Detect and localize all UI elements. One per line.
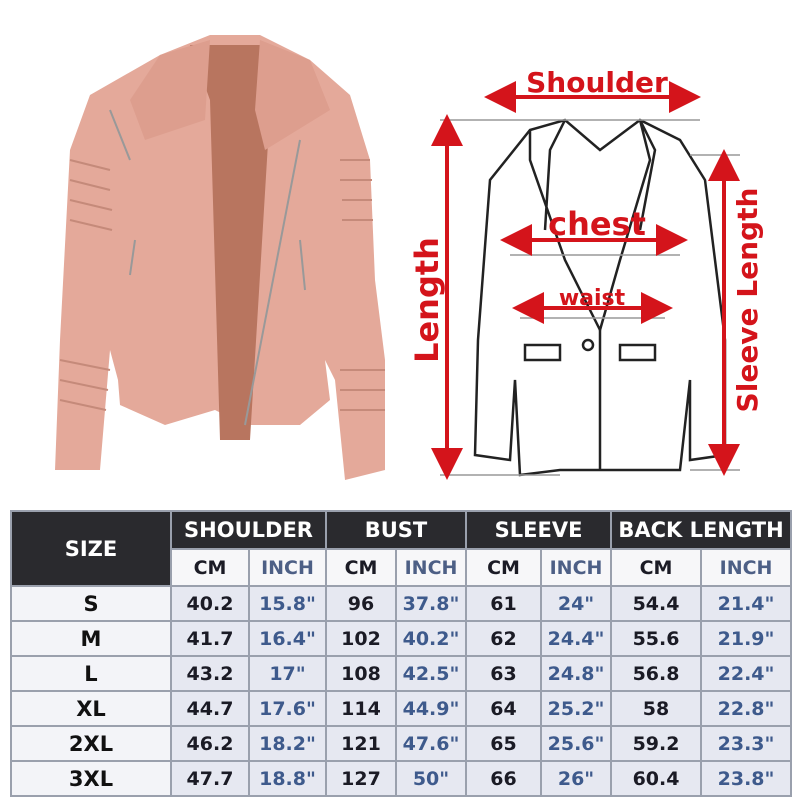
measure-cell: 121 <box>325 725 397 762</box>
measure-cell: 26" <box>540 760 613 797</box>
size-cell: L <box>10 655 172 692</box>
chest-label: chest <box>548 205 646 243</box>
measure-cell: 127 <box>325 760 397 797</box>
unit-header: CM <box>170 548 250 587</box>
group-header: BACK LENGTH <box>610 510 793 550</box>
group-header: SLEEVE <box>465 510 613 550</box>
shoulder-label: Shoulder <box>526 66 668 99</box>
measure-cell: 21.4" <box>700 585 793 622</box>
measure-cell: 23.3" <box>700 725 793 762</box>
measure-cell: 65 <box>465 725 543 762</box>
length-label: Length <box>408 237 446 363</box>
measure-cell: 47.7 <box>170 760 250 797</box>
size-cell: XL <box>10 690 172 727</box>
measure-cell: 102 <box>325 620 397 657</box>
size-row: M 41.7 16.4" 102 40.2" 62 24.4" 55.6 21.9" <box>10 620 793 657</box>
measure-cell: 16.4" <box>248 620 327 657</box>
measure-cell: 15.8" <box>248 585 327 622</box>
size-cell: 2XL <box>10 725 172 762</box>
measure-cell: 114 <box>325 690 397 727</box>
unit-header: INCH <box>540 548 613 587</box>
measure-cell: 56.8 <box>610 655 703 692</box>
size-cell: S <box>10 585 172 622</box>
size-row: S 40.2 15.8" 96 37.8" 61 24" 54.4 21.4" <box>10 585 793 622</box>
measure-cell: 50" <box>394 760 468 797</box>
measure-cell: 64 <box>465 690 543 727</box>
measure-cell: 25.2" <box>540 690 613 727</box>
unit-header: CM <box>610 548 703 587</box>
size-row: 2XL 46.2 18.2" 121 47.6" 65 25.6" 59.2 23.3" <box>10 725 793 762</box>
measure-cell: 63 <box>465 655 543 692</box>
measure-cell: 40.2" <box>394 620 468 657</box>
measure-cell: 61 <box>465 585 543 622</box>
measure-cell: 24.4" <box>540 620 613 657</box>
size-row: 3XL 47.7 18.8" 127 50" 66 26" 60.4 23.8" <box>10 760 793 797</box>
size-row: XL 44.7 17.6" 114 44.9" 64 25.2" 58 22.8" <box>10 690 793 727</box>
measure-cell: 55.6 <box>610 620 703 657</box>
jacket-photo <box>55 35 385 480</box>
measure-cell: 54.4 <box>610 585 703 622</box>
group-header: BUST <box>324 510 468 550</box>
measure-cell: 44.9" <box>394 690 468 727</box>
measure-cell: 18.2" <box>248 725 327 762</box>
measure-cell: 41.7 <box>170 620 250 657</box>
measure-cell: 21.9" <box>700 620 793 657</box>
measure-cell: 22.4" <box>700 655 793 692</box>
measure-cell: 108 <box>325 655 397 692</box>
measure-cell: 18.8" <box>248 760 327 797</box>
measure-cell: 62 <box>465 620 543 657</box>
unit-header: INCH <box>248 548 327 587</box>
unit-header: INCH <box>700 548 793 587</box>
measure-cell: 37.8" <box>394 585 468 622</box>
measure-cell: 96 <box>325 585 397 622</box>
unit-header: CM <box>325 548 397 587</box>
measure-cell: 46.2 <box>170 725 250 762</box>
illustration: Shoulder chest waist Length Sleeve Lengt… <box>55 35 764 480</box>
unit-header: INCH <box>394 548 468 587</box>
measure-cell: 58 <box>610 690 703 727</box>
measure-cell: 59.2 <box>610 725 703 762</box>
measure-cell: 25.6" <box>540 725 613 762</box>
measure-cell: 24" <box>540 585 613 622</box>
measure-cell: 66 <box>465 760 543 797</box>
measure-cell: 42.5" <box>394 655 468 692</box>
size-table: SIZE SHOULDER BUST SLEEVE BACK LENGTH CM INCH… <box>10 510 793 797</box>
measure-cell: 40.2 <box>170 585 250 622</box>
measure-cell: 43.2 <box>170 655 250 692</box>
size-row: L 43.2 17" 108 42.5" 63 24.8" 56.8 22.4" <box>10 655 793 692</box>
measure-cell: 17" <box>248 655 327 692</box>
measure-cell: 17.6" <box>248 690 327 727</box>
size-header: SIZE <box>10 510 172 587</box>
size-cell: M <box>10 620 172 657</box>
waist-label: waist <box>559 286 626 311</box>
measure-cell: 47.6" <box>394 725 468 762</box>
unit-header: CM <box>465 548 543 587</box>
measure-cell: 22.8" <box>700 690 793 727</box>
measure-cell: 60.4 <box>610 760 703 797</box>
size-cell: 3XL <box>10 760 172 797</box>
measure-cell: 24.8" <box>540 655 613 692</box>
measure-cell: 44.7 <box>170 690 250 727</box>
group-header: SHOULDER <box>170 510 327 550</box>
measure-cell: 23.8" <box>700 760 793 797</box>
sleeve-length-label: Sleeve Length <box>731 188 764 413</box>
